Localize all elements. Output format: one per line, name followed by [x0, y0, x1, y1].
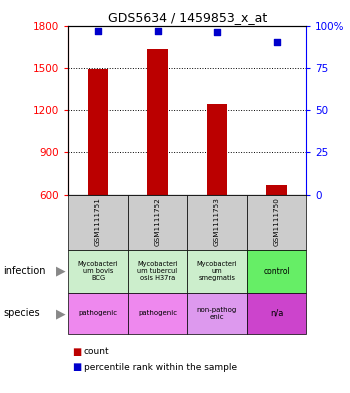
Text: GSM1111751: GSM1111751	[95, 198, 101, 246]
Point	[274, 39, 279, 46]
Text: ■: ■	[72, 347, 81, 357]
Text: control: control	[263, 267, 290, 275]
Text: pathogenic: pathogenic	[78, 310, 118, 316]
Text: GSM1111750: GSM1111750	[273, 198, 280, 246]
Text: Mycobacteri
um
smegmatis: Mycobacteri um smegmatis	[197, 261, 237, 281]
Bar	[206, 105, 228, 195]
Text: species: species	[4, 309, 40, 318]
Text: percentile rank within the sample: percentile rank within the sample	[84, 363, 237, 372]
Text: infection: infection	[4, 266, 46, 276]
Text: non-pathog
enic: non-pathog enic	[197, 307, 237, 320]
Bar	[147, 50, 168, 195]
Point	[155, 28, 160, 34]
Point	[214, 29, 220, 35]
Text: pathogenic: pathogenic	[138, 310, 177, 316]
Text: Mycobacteri
um bovis
BCG: Mycobacteri um bovis BCG	[78, 261, 118, 281]
Title: GDS5634 / 1459853_x_at: GDS5634 / 1459853_x_at	[108, 11, 267, 24]
Text: ■: ■	[72, 362, 81, 373]
Text: n/a: n/a	[270, 309, 283, 318]
Text: ▶: ▶	[56, 307, 66, 320]
Bar	[88, 69, 108, 195]
Point	[95, 28, 101, 34]
Bar	[266, 185, 287, 195]
Text: GSM1111753: GSM1111753	[214, 198, 220, 246]
Text: GSM1111752: GSM1111752	[154, 198, 161, 246]
Text: Mycobacteri
um tubercul
osis H37ra: Mycobacteri um tubercul osis H37ra	[137, 261, 178, 281]
Text: count: count	[84, 347, 110, 356]
Text: ▶: ▶	[56, 264, 66, 278]
